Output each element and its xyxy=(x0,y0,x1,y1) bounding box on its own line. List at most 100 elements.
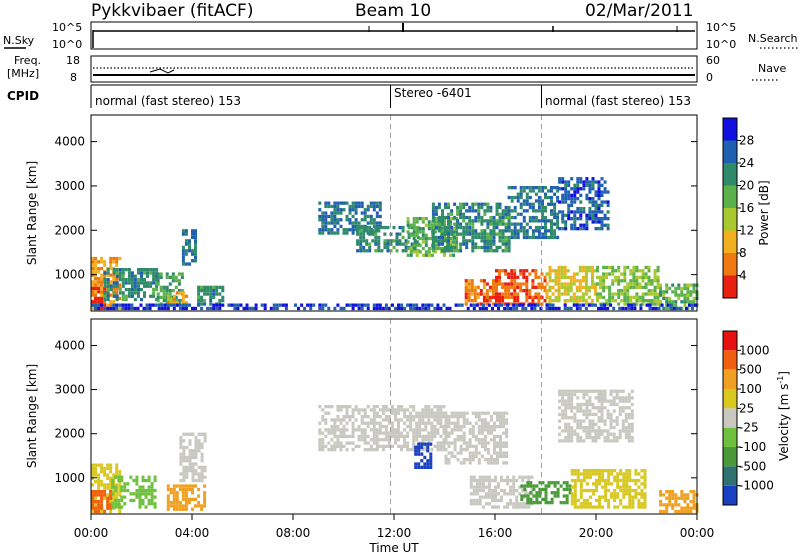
power-cell-7 xyxy=(318,201,322,205)
velocity-cell-7 xyxy=(499,424,502,429)
power-cell-3 xyxy=(165,275,169,279)
velocity-cell-11 xyxy=(585,498,589,503)
power-cell-18 xyxy=(630,306,634,311)
power-cell-0 xyxy=(94,260,97,264)
velocity-cell-3 xyxy=(203,497,207,501)
power-cell-15 xyxy=(564,180,568,184)
power-cell-3 xyxy=(162,292,166,296)
power-cell-13 xyxy=(553,232,557,236)
power-cell-18 xyxy=(275,306,279,311)
power-cell-7 xyxy=(345,228,349,232)
velocity-cell-9 xyxy=(556,487,560,492)
velocity-cell-10 xyxy=(597,399,601,403)
velocity-cell-5 xyxy=(333,424,337,429)
power-cell-10 xyxy=(434,239,438,243)
velocity-cell-7 xyxy=(450,421,454,425)
velocity-cell-5 xyxy=(375,428,379,432)
velocity-cell-0 xyxy=(112,490,116,494)
velocity-cell-1 xyxy=(109,506,113,510)
power-cell-0 xyxy=(91,306,94,311)
velocity-cell-10 xyxy=(621,409,625,413)
power-cell-17 xyxy=(686,290,690,294)
velocity-cell-11 xyxy=(631,498,635,503)
power-cell-18 xyxy=(624,306,628,311)
power-cell-4 xyxy=(181,297,185,302)
velocity-cell-10 xyxy=(612,409,616,413)
power-cell-18 xyxy=(209,306,213,311)
power-cell-11 xyxy=(488,295,492,299)
velocity-cell-5 xyxy=(436,448,440,452)
velocity-cell-7 xyxy=(471,458,475,462)
velocity-cell-7 xyxy=(465,418,469,422)
power-cell-14 xyxy=(548,289,552,293)
power-cell-10 xyxy=(447,212,450,216)
velocity-cell-0 xyxy=(115,466,119,471)
velocity-cell-8 xyxy=(500,495,503,499)
velocity-cell-6 xyxy=(426,442,430,446)
power-cell-9 xyxy=(424,253,428,257)
velocity-cell-12 xyxy=(668,499,672,504)
velocity-cell-0 xyxy=(109,499,113,504)
velocity-cell-10 xyxy=(597,392,601,397)
power-cell-3 xyxy=(156,279,160,283)
power-cell-18 xyxy=(318,303,322,307)
velocity-cell-7 xyxy=(496,458,499,462)
power-cell-12 xyxy=(495,269,498,273)
power-cell-7 xyxy=(375,221,379,225)
velocity-cell-4 xyxy=(182,478,186,483)
velocity-cell-10 xyxy=(567,416,571,420)
power-cell-18 xyxy=(360,303,364,307)
velocity-cell-7 xyxy=(502,421,506,425)
power-cell-15 xyxy=(573,187,577,191)
power-cell-2 xyxy=(140,297,143,302)
power-cell-13 xyxy=(516,199,520,203)
velocity-cell-12 xyxy=(686,506,690,510)
power-cell-12 xyxy=(498,295,501,299)
velocity-cell-0 xyxy=(109,483,113,487)
velocity-cell-12 xyxy=(671,506,675,510)
power-cell-12 xyxy=(507,289,511,293)
power-cell-6 xyxy=(218,285,222,289)
power-cell-12 xyxy=(543,279,547,283)
power-cell-13 xyxy=(534,215,538,220)
power-cell-18 xyxy=(466,306,470,311)
velocity-cell-10 xyxy=(564,416,568,420)
power-cell-15 xyxy=(603,190,607,194)
velocity-cell-5 xyxy=(339,441,343,445)
power-cell-9 xyxy=(412,220,416,224)
power-cell-14 xyxy=(548,265,552,270)
velocity-cell-10 xyxy=(624,419,628,423)
power-cell-15 xyxy=(597,187,601,191)
velocity-cell-5 xyxy=(357,408,361,412)
velocity-cell-9 xyxy=(565,484,569,488)
power-cell-10 xyxy=(486,219,490,223)
velocity-cell-5 xyxy=(378,431,382,435)
power-cell-18 xyxy=(403,306,407,311)
velocity-cell-7 xyxy=(456,411,460,415)
velocity-cell-7 xyxy=(496,434,499,439)
power-cell-3 xyxy=(159,272,163,276)
velocity-cell-8 xyxy=(475,482,479,486)
power-cell-10 xyxy=(471,232,475,236)
power-cell-2 xyxy=(106,294,110,298)
power-cell-8 xyxy=(356,242,360,246)
power-cell-12 xyxy=(543,275,547,279)
power-cell-12 xyxy=(498,275,501,279)
power-cell-18 xyxy=(215,303,219,307)
velocity-cell-7 xyxy=(483,458,487,462)
velocity-cell-5 xyxy=(418,418,422,422)
velocity-cell-1 xyxy=(97,506,101,510)
velocity-cell-7 xyxy=(496,451,499,455)
power-cell-10 xyxy=(431,249,435,253)
power-cell-15 xyxy=(585,183,589,187)
power-cell-18 xyxy=(112,306,116,311)
power-cell-17 xyxy=(671,300,675,304)
power-cell-10 xyxy=(437,222,441,226)
power-cell-10 xyxy=(459,245,463,250)
velocity-cell-11 xyxy=(622,475,626,479)
power-cell-10 xyxy=(489,215,493,220)
power-cell-15 xyxy=(582,223,586,227)
velocity-cell-10 xyxy=(621,426,625,430)
power-cell-16 xyxy=(629,295,633,299)
power-cell-12 xyxy=(510,292,514,296)
